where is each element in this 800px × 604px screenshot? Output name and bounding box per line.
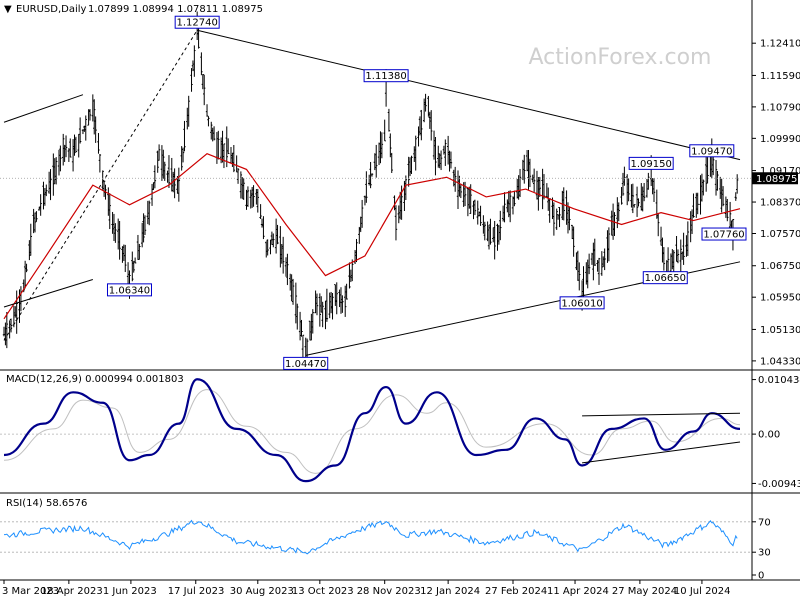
price-y-tick-label: 1.07570 — [760, 229, 800, 240]
price-y-tick-label: 1.10790 — [760, 102, 800, 113]
price-y-tick-label: 1.09990 — [760, 134, 800, 145]
level-label-box — [174, 15, 220, 29]
level-label-text: 1.09150 — [630, 159, 671, 170]
x-tick-label: 12 Jan 2024 — [420, 586, 480, 597]
macd-y-tick-label: 0.00 — [758, 430, 780, 441]
price-trendline — [197, 29, 741, 161]
price-panel: 1.12410 1.11590 1.10790 1.09990 1.09170 1.083… — [0, 11, 800, 370]
rsi-panel: RSI(14) 58.6576 70 30 0 — [0, 498, 771, 582]
macd-y-tick-label: -0.009436 — [758, 479, 800, 490]
last-price-label: 1.08975 — [756, 174, 797, 185]
price-trendline — [3, 279, 93, 308]
level-label-text: 1.07760 — [703, 230, 744, 241]
header-ohlc: 1.07899 1.08994 1.07811 1.08975 — [88, 4, 263, 15]
price-y-tick-label: 1.06750 — [760, 261, 800, 272]
level-label-box — [701, 227, 747, 241]
rsi-y-tick-label: 70 — [758, 517, 771, 528]
level-label-box — [628, 156, 674, 170]
level-label-box — [689, 144, 735, 158]
level-label-box — [283, 356, 329, 370]
moving-average-line — [3, 152, 741, 320]
level-label-box — [559, 296, 605, 310]
level-label-text: 1.09470 — [691, 146, 732, 157]
level-label-box — [363, 69, 409, 83]
macd-panel: MACD(12,26,9) 0.000994 0.001803 0.010434… — [0, 374, 800, 490]
level-label-text: 1.06340 — [109, 285, 150, 296]
macd-trendline — [582, 412, 741, 417]
x-tick-label: 27 May 2024 — [612, 586, 677, 597]
level-label-text: 1.04470 — [285, 359, 326, 370]
price-y-tick-label: 1.08370 — [760, 198, 800, 209]
level-label-text: 1.06650 — [645, 273, 686, 284]
x-tick-label: 27 Feb 2024 — [485, 586, 547, 597]
macd-trendline — [582, 441, 741, 464]
rsi-title: RSI(14) 58.6576 — [6, 498, 87, 509]
macd-y-tick-label: 0.010434 — [758, 375, 800, 386]
header-symbol: EURUSD,Daily — [16, 4, 87, 15]
x-tick-label: 13 Oct 2023 — [292, 586, 354, 597]
watermark: ActionForex.com — [529, 45, 712, 70]
header-arrow: ▼ — [4, 4, 12, 15]
level-label-box — [642, 271, 688, 285]
price-y-tick-label: 1.09170 — [760, 166, 800, 177]
x-tick-label: 30 Aug 2023 — [230, 586, 294, 597]
x-tick-label: 1 Jun 2023 — [103, 586, 157, 597]
rsi-y-tick-label: 30 — [758, 548, 771, 559]
x-tick-label: 18 Apr 2023 — [41, 586, 103, 597]
x-tick-label: 28 Nov 2023 — [357, 586, 421, 597]
rsi-y-tick-label: 0 — [758, 571, 764, 582]
price-trendline — [3, 94, 84, 123]
x-tick-label: 10 Jul 2024 — [674, 586, 731, 597]
price-y-tick-label: 1.12410 — [760, 39, 800, 50]
price-y-tick-label: 1.04330 — [760, 356, 800, 367]
x-tick-label: 3 Mar 2023 — [2, 586, 59, 597]
last-price-box — [752, 172, 798, 185]
level-label-text: 1.06010 — [561, 298, 602, 309]
x-tick-label: 17 Jul 2023 — [168, 586, 225, 597]
level-label-text: 1.11380 — [365, 71, 406, 82]
x-tick-label: 11 Apr 2024 — [547, 586, 609, 597]
price-y-tick-label: 1.05950 — [760, 293, 800, 304]
price-y-tick-label: 1.05130 — [760, 325, 800, 336]
macd-signal-line — [3, 389, 741, 474]
price-y-tick-label: 1.11590 — [760, 71, 800, 82]
macd-title: MACD(12,26,9) 0.000994 0.001803 — [6, 374, 184, 385]
level-label-box — [106, 283, 152, 297]
macd-main-line — [3, 378, 741, 483]
rsi-line — [3, 519, 738, 555]
level-label-text: 1.12740 — [176, 18, 217, 29]
price-trendline — [3, 29, 198, 341]
